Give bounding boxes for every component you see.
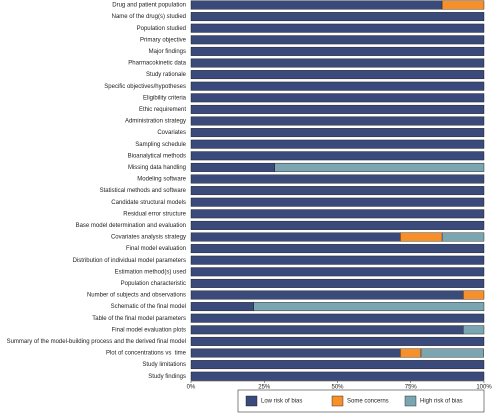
bar-segment [190, 325, 464, 335]
y-tick-label: Eligibility criteria [143, 95, 187, 101]
legend-box [237, 389, 485, 413]
bar-segment [190, 104, 485, 114]
y-tick-label: Plot of concentrations vs time [106, 351, 187, 357]
bar-segment [190, 209, 485, 219]
bar-segment [190, 162, 275, 172]
bar-segment [190, 58, 485, 68]
y-tick-label: Covariates [157, 130, 186, 136]
y-tick-label: Candidate structural models [111, 200, 186, 206]
y-tick-label: Drug and patient population [112, 3, 186, 9]
bar-segment [190, 267, 485, 277]
y-tick-label: Summary of the model-building process an… [7, 339, 186, 345]
bar-segment [420, 348, 484, 358]
legend-swatch [404, 395, 417, 407]
bar-segment [190, 174, 485, 184]
y-tick-label: Base model determination and evaluation [76, 223, 186, 229]
bar-segment [190, 336, 485, 346]
bar-segment [190, 35, 485, 45]
y-tick-label: Primary objective [140, 37, 187, 43]
y-tick-label: Pharmacokinetic data [128, 61, 186, 67]
y-tick-label: Ethic requirement [139, 107, 186, 113]
bar-segment [190, 290, 464, 300]
bar-segment [190, 348, 401, 358]
bar-segment [190, 0, 443, 10]
bar-segment [190, 23, 485, 33]
bar-segment [190, 244, 485, 254]
bar-segment [190, 93, 485, 103]
bar-segment [190, 151, 485, 161]
y-tick-label: Study findings [148, 374, 186, 380]
x-tick-label: 25% [258, 385, 271, 391]
legend-label: Some concerns [347, 399, 389, 405]
bar-segment [190, 220, 485, 230]
y-tick-label: Schematic of the final model [111, 304, 186, 310]
y-tick-label: Number of subjects and observations [87, 293, 186, 299]
bar-segment [190, 232, 401, 242]
legend-swatch [331, 395, 344, 407]
bar-segment [190, 81, 485, 91]
bar-segment [190, 128, 485, 138]
bar-segment [190, 116, 485, 126]
bar-segment [190, 360, 485, 370]
x-tick-label: 50% [331, 385, 344, 391]
bar-segment [462, 290, 485, 300]
y-tick-label: Covariates analysis strategy [111, 235, 186, 241]
y-tick-label: Final model evaluation [126, 246, 186, 252]
y-tick-label: Missing data handling [128, 165, 186, 171]
y-tick-label: Name of the drug(s) studied [112, 14, 186, 20]
y-tick-label: Table of the final model parameters [92, 316, 186, 322]
bar-segment [190, 302, 254, 312]
bar-segment [190, 371, 485, 381]
bar-segment [190, 197, 485, 207]
y-tick-label: Bioanalytical methods [128, 153, 186, 159]
bar-segment [400, 348, 422, 358]
y-tick-label: Distribution of individual model paramet… [73, 258, 186, 264]
legend-label: Low risk of bias [261, 399, 302, 405]
x-tick-label: 0% [187, 385, 196, 391]
bar-segment [462, 325, 485, 335]
bar-segment [190, 46, 485, 56]
y-tick-label: Study limitations [142, 362, 186, 368]
bar-segment [190, 186, 485, 196]
y-tick-label: Population studied [137, 26, 186, 32]
bar-segment [190, 70, 485, 80]
y-tick-label: Modeling software [137, 177, 186, 183]
bar-segment [190, 139, 485, 149]
y-tick-label: Study rationale [146, 72, 187, 78]
bar-segment [441, 232, 485, 242]
legend-label: High risk of bias [420, 399, 463, 405]
y-tick-label: Major findings [149, 49, 186, 55]
x-tick-label: 100% [476, 385, 492, 391]
y-tick-label: Specific objectives/hypotheses [104, 84, 186, 90]
y-tick-label: Administration strategy [125, 119, 186, 125]
y-tick-label: Population characteristic [121, 281, 186, 287]
bar-segment [441, 0, 485, 10]
bar-segment [190, 12, 485, 22]
bar-segment [400, 232, 443, 242]
y-tick-label: Sampling schedule [135, 142, 186, 148]
bar-segment [190, 255, 485, 265]
bar-segment [190, 313, 485, 323]
bar-segment [274, 162, 485, 172]
y-tick-label: Final model evaluation plots [112, 327, 186, 333]
legend-swatch [245, 395, 258, 407]
y-tick-label: Statistical methods and software [100, 188, 187, 194]
y-tick-label: Estimation method(s) used [115, 269, 186, 275]
x-tick-label: 75% [405, 385, 418, 391]
bar-segment [190, 278, 485, 288]
y-tick-label: Residual error structure [123, 211, 186, 217]
bar-segment [253, 302, 485, 312]
